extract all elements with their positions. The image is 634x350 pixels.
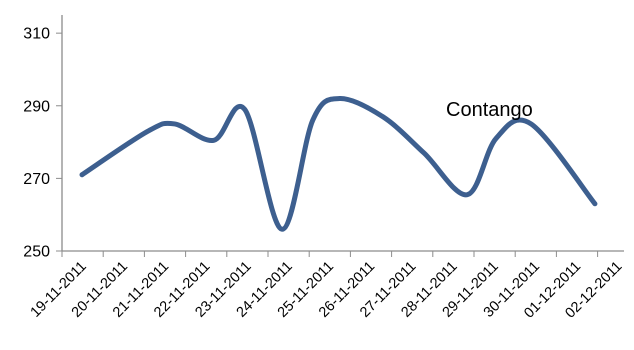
- y-tick-label: 290: [23, 98, 50, 115]
- series-line-0: [79, 96, 598, 232]
- y-tick-label: 250: [23, 244, 50, 261]
- axes: [61, 15, 624, 252]
- y-tick-label: 310: [23, 26, 50, 43]
- y-ticks: 250 270 290 310: [23, 26, 62, 261]
- y-tick-label: 270: [23, 171, 50, 188]
- series-annotation: Contango: [446, 99, 533, 121]
- x-ticks: 19-11-201120-11-201121-11-201122-11-2011…: [28, 251, 625, 322]
- series-layer: [79, 96, 598, 232]
